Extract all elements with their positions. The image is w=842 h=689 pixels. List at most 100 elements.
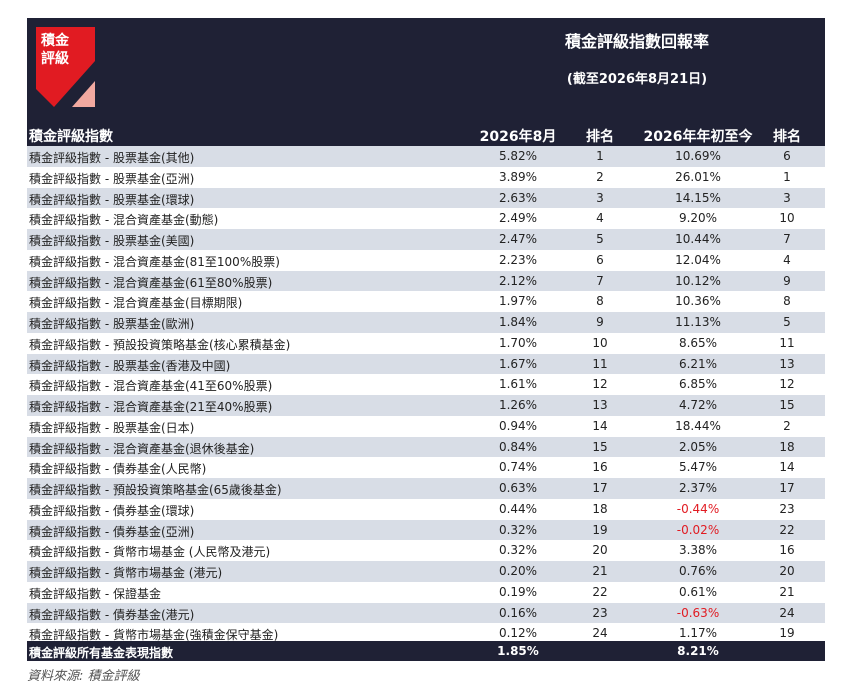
ytd-return: 5.47% xyxy=(678,460,718,475)
monthly-return: 0.94% xyxy=(498,418,538,433)
ytd-return: 10.36% xyxy=(675,294,721,309)
ytd-rank: 18 xyxy=(779,439,795,454)
fund-index-name: 積金評級指數 - 債券基金(亞洲) xyxy=(29,524,195,539)
fund-index-name: 積金評級指數 - 混合資產基金(41至60%股票) xyxy=(29,379,273,394)
ytd-return: 10.44% xyxy=(675,232,721,246)
monthly-return: 1.67% xyxy=(498,356,538,371)
monthly-return: 0.44% xyxy=(498,501,538,516)
ytd-rank: 20 xyxy=(779,564,795,578)
ytd-return: -0.44% xyxy=(676,501,720,516)
monthly-return: 0.12% xyxy=(498,626,538,641)
table-row: 積金評級指數 - 混合資產基金(21至40%股票) 1.26% 13 4.72% 15 xyxy=(27,395,825,416)
ytd-rank: 6 xyxy=(783,149,791,163)
monthly-return: 0.32% xyxy=(498,543,538,558)
table-row: 積金評級指數 - 股票基金(美國) 2.47% 5 10.44% 7 xyxy=(27,229,825,250)
ytd-rank: 24 xyxy=(779,605,795,620)
ytd-rank: 23 xyxy=(779,501,795,516)
ytd-return: -0.63% xyxy=(676,605,720,620)
ytd-return: 12.04% xyxy=(675,252,721,267)
monthly-rank: 16 xyxy=(592,460,608,475)
fund-index-name: 積金評級指數 - 股票基金(其他) xyxy=(29,151,195,165)
fund-index-name: 積金評級指數 - 債券基金(人民幣) xyxy=(29,462,207,477)
mpf-ratings-logo: 積金 評級 xyxy=(36,27,95,107)
table-row: 積金評級指數 - 混合資產基金(目標期限) 1.97% 8 10.36% 8 xyxy=(27,291,825,312)
total-monthly: 1.85% xyxy=(497,644,539,658)
table-row: 積金評級指數 - 混合資產基金(動態) 2.49% 4 9.20% 10 xyxy=(27,208,825,229)
ytd-rank: 2 xyxy=(783,418,791,433)
monthly-return: 1.26% xyxy=(498,398,538,412)
table-row: 積金評級指數 - 債券基金(港元) 0.16% 23 -0.63% 24 xyxy=(27,602,825,624)
monthly-rank: 11 xyxy=(592,356,608,371)
ytd-return: 2.37% xyxy=(678,481,718,495)
fund-index-name: 積金評級指數 - 股票基金(環球) xyxy=(29,192,195,207)
monthly-rank: 18 xyxy=(592,501,608,516)
monthly-return: 0.16% xyxy=(498,605,538,620)
table-row: 積金評級指數 - 債券基金(環球) 0.44% 18 -0.44% 23 xyxy=(27,499,825,520)
ytd-rank: 14 xyxy=(779,460,795,475)
ytd-rank: 13 xyxy=(779,356,795,371)
monthly-rank: 7 xyxy=(596,273,604,288)
fund-index-name: 積金評級指數 - 預設投資策略基金(65歲後基金) xyxy=(29,483,282,497)
monthly-rank: 5 xyxy=(596,232,604,246)
monthly-rank: 10 xyxy=(592,335,608,350)
report-title: 積金評級指數回報率 xyxy=(564,32,709,51)
ytd-rank: 8 xyxy=(783,294,791,309)
fund-index-name: 積金評級指數 - 股票基金(亞洲) xyxy=(29,171,195,186)
fund-index-name: 積金評級指數 - 混合資產基金(動態) xyxy=(29,213,219,228)
fund-index-name: 積金評級指數 - 貨幣市場基金(強積金保守基金) xyxy=(29,628,279,643)
table-row: 積金評級指數 - 保證基金 0.19% 22 0.61% 21 xyxy=(27,582,825,603)
index-returns-panel: 積金 評級 積金評級指數回報率 (截至2026年8月21日) 積金評級指數 20… xyxy=(27,18,825,661)
monthly-return: 5.82% xyxy=(498,149,538,163)
ytd-rank: 9 xyxy=(783,273,791,288)
monthly-rank: 3 xyxy=(596,190,604,205)
ytd-return: 9.20% xyxy=(678,211,718,226)
monthly-return: 1.70% xyxy=(498,335,538,350)
table-row: 積金評級指數 - 預設投資策略基金(65歲後基金) 0.63% 17 2.37% 17 xyxy=(27,478,825,499)
monthly-return: 0.20% xyxy=(498,564,538,578)
logo-shape-icon xyxy=(36,27,95,107)
ytd-return: 0.61% xyxy=(678,584,718,599)
monthly-return: 0.63% xyxy=(498,481,538,495)
column-header-ytd-rank: 排名 xyxy=(773,129,801,145)
ytd-return: 4.72% xyxy=(678,398,718,412)
monthly-rank: 6 xyxy=(596,252,604,267)
logo-text: 積金 評級 xyxy=(41,32,69,68)
table-row: 積金評級指數 - 混合資產基金(41至60%股票) 1.61% 12 6.85% 12 xyxy=(27,374,825,395)
ytd-rank: 3 xyxy=(783,190,791,205)
ytd-rank: 12 xyxy=(779,377,795,392)
total-name: 積金評級所有基金表現指數 xyxy=(29,646,174,660)
table-row: 積金評級指數 - 混合資產基金(81至100%股票) 2.23% 6 12.04% 4 xyxy=(27,250,825,271)
fund-index-name: 積金評級指數 - 債券基金(環球) xyxy=(29,503,195,518)
table-row: 積金評級指數 - 債券基金(亞洲) 0.32% 19 -0.02% 22 xyxy=(27,519,825,541)
table-row: 積金評級指數 - 債券基金(人民幣) 0.74% 16 5.47% 14 xyxy=(27,457,825,478)
monthly-rank: 20 xyxy=(592,543,608,558)
monthly-return: 2.12% xyxy=(498,273,538,288)
ytd-return: 0.76% xyxy=(678,564,718,578)
monthly-return: 1.97% xyxy=(498,294,538,309)
ytd-return: 26.01% xyxy=(675,169,721,184)
table-row: 積金評級指數 - 混合資產基金(61至80%股票) 2.12% 7 10.12% 9 xyxy=(27,270,825,292)
monthly-rank: 21 xyxy=(592,564,608,578)
monthly-rank: 12 xyxy=(592,377,608,392)
monthly-return: 0.74% xyxy=(498,460,538,475)
ytd-return: 10.12% xyxy=(675,273,721,288)
table-row: 積金評級指數 - 股票基金(日本) 0.94% 14 18.44% 2 xyxy=(27,416,825,437)
fund-index-name: 積金評級指數 - 債券基金(港元) xyxy=(29,607,195,622)
table-row: 積金評級指數 - 股票基金(歐洲) 1.84% 9 11.13% 5 xyxy=(27,312,825,333)
total-row: 積金評級所有基金表現指數 1.85% 8.21% xyxy=(27,641,825,661)
monthly-rank: 1 xyxy=(596,149,604,163)
fund-index-name: 積金評級指數 - 股票基金(歐洲) xyxy=(29,317,195,331)
fund-index-name: 積金評級指數 - 保證基金 xyxy=(29,586,161,601)
monthly-return: 2.63% xyxy=(498,190,538,205)
ytd-return: 2.05% xyxy=(678,439,718,454)
table-body: 積金評級指數 - 股票基金(其他) 5.82% 1 10.69% 6 積金評級指數 - 股… xyxy=(27,146,825,644)
ytd-rank: 7 xyxy=(783,232,791,246)
table-row: 積金評級指數 - 股票基金(亞洲) 3.89% 2 26.01% 1 xyxy=(27,167,825,188)
report-date: (截至2026年8月21日) xyxy=(566,72,708,87)
table-row: 積金評級指數 - 股票基金(環球) 2.63% 3 14.15% 3 xyxy=(27,187,825,209)
report-header: 積金 評級 積金評級指數回報率 (截至2026年8月21日) xyxy=(27,18,825,126)
total-ytd: 8.21% xyxy=(677,644,719,658)
ytd-rank: 5 xyxy=(783,315,791,329)
logo-line-2: 評級 xyxy=(41,51,69,67)
monthly-rank: 15 xyxy=(592,439,608,454)
